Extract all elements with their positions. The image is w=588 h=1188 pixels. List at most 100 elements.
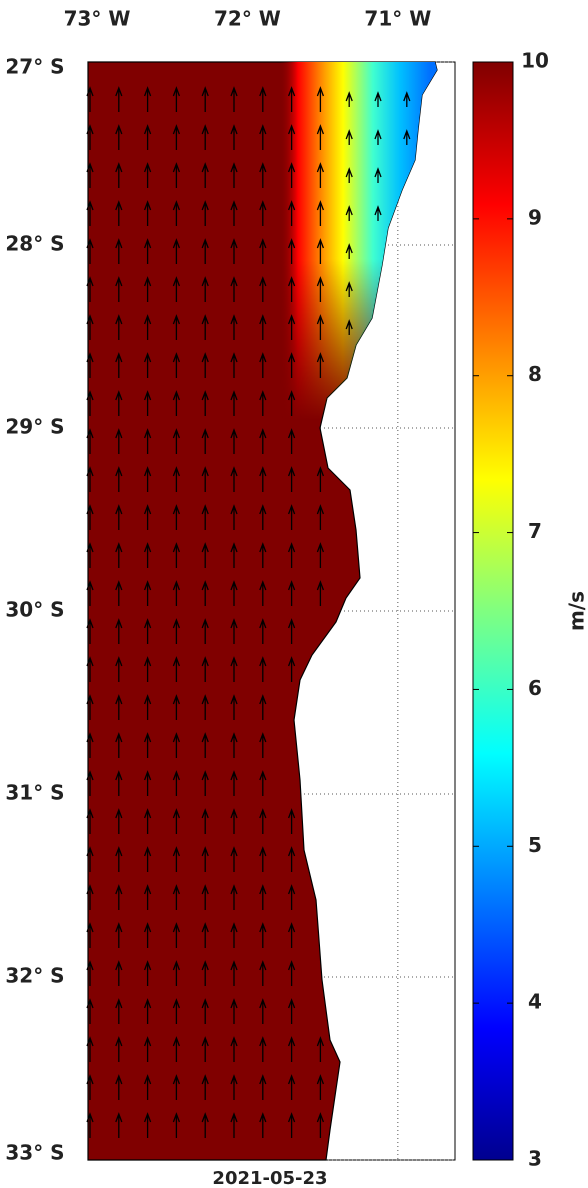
wind-arrow	[86, 656, 94, 682]
wind-arrow	[115, 542, 123, 568]
wind-arrow	[172, 846, 181, 872]
wind-arrow	[374, 129, 382, 145]
wind-arrow	[86, 466, 94, 492]
wind-arrow	[201, 238, 209, 264]
wind-arrow	[316, 352, 325, 378]
wind-arrow	[259, 86, 267, 112]
wind-arrow	[259, 618, 267, 644]
wind-arrow	[230, 200, 238, 226]
wind-arrow	[201, 466, 209, 492]
wind-arrow	[115, 200, 123, 226]
wind-arrow	[172, 808, 181, 834]
colorbar-tick-label: 8	[528, 362, 542, 386]
wind-arrow	[115, 1112, 123, 1138]
wind-arrow	[403, 91, 411, 107]
wind-arrow	[287, 86, 296, 112]
wind-arrow	[115, 656, 123, 682]
wind-arrow	[316, 580, 325, 606]
wind-arrow	[172, 732, 181, 758]
wind-arrow	[201, 542, 209, 568]
wind-arrow	[143, 1074, 152, 1100]
wind-arrow	[287, 808, 296, 834]
wind-arrow	[259, 998, 267, 1024]
wind-arrow	[143, 732, 152, 758]
wind-arrow	[287, 390, 296, 416]
wind-arrow	[230, 618, 238, 644]
wind-arrow	[86, 732, 94, 758]
wind-arrow	[316, 504, 325, 530]
wind-arrow	[374, 91, 382, 107]
wind-arrow	[230, 846, 238, 872]
wind-arrow	[201, 998, 209, 1024]
wind-arrow	[316, 86, 325, 112]
wind-arrow	[115, 922, 123, 948]
colorbar-tick-label: 4	[528, 990, 542, 1014]
wind-arrow	[230, 162, 238, 188]
wind-arrow	[172, 504, 181, 530]
wind-arrow	[86, 238, 94, 264]
wind-arrow	[172, 428, 181, 454]
wind-arrow	[172, 770, 181, 796]
wind-arrow	[287, 1074, 296, 1100]
wind-arrow	[201, 618, 209, 644]
wind-arrow	[259, 922, 267, 948]
y-tick-label: 32° S	[5, 964, 64, 988]
wind-arrow	[287, 276, 296, 302]
wind-arrow	[86, 314, 94, 340]
wind-arrow	[115, 998, 123, 1024]
colorbar	[472, 61, 514, 1161]
wind-arrow	[287, 200, 296, 226]
wind-arrow	[86, 808, 94, 834]
wind-arrow	[230, 276, 238, 302]
wind-arrow	[115, 1074, 123, 1100]
wind-arrow	[201, 428, 209, 454]
wind-arrow	[143, 1112, 152, 1138]
wind-arrow	[316, 276, 325, 302]
colorbar-tick-label: 5	[528, 833, 542, 857]
wind-arrow	[230, 998, 238, 1024]
wind-arrow	[345, 167, 353, 183]
wind-arrow	[259, 770, 267, 796]
wind-arrow	[172, 276, 181, 302]
y-tick-label: 33° S	[5, 1141, 64, 1165]
wind-arrow	[259, 656, 267, 682]
wind-arrow	[201, 390, 209, 416]
wind-arrow	[230, 580, 238, 606]
wind-arrow	[374, 205, 382, 221]
wind-arrow	[172, 238, 181, 264]
wind-arrow	[403, 129, 411, 145]
wind-arrow	[115, 846, 123, 872]
wind-arrow	[115, 276, 123, 302]
wind-arrow	[86, 580, 94, 606]
wind-arrow	[143, 162, 152, 188]
wind-arrow	[86, 770, 94, 796]
wind-arrow	[259, 466, 267, 492]
wind-arrow	[172, 1036, 181, 1062]
wind-arrow	[115, 314, 123, 340]
wind-arrow	[172, 314, 181, 340]
wind-arrow	[86, 694, 94, 720]
wind-arrow	[259, 1074, 267, 1100]
wind-arrow	[115, 580, 123, 606]
wind-arrow	[316, 1112, 325, 1138]
wind-arrow	[86, 124, 94, 150]
wind-arrow	[115, 808, 123, 834]
wind-arrow	[143, 124, 152, 150]
wind-arrow	[316, 466, 325, 492]
wind-arrow	[316, 238, 325, 264]
wind-arrow	[230, 314, 238, 340]
wind-arrow	[287, 542, 296, 568]
wind-arrow	[230, 922, 238, 948]
wind-arrow	[86, 276, 94, 302]
wind-arrow	[230, 542, 238, 568]
wind-arrow	[201, 808, 209, 834]
wind-arrow	[143, 390, 152, 416]
wind-arrow	[316, 200, 325, 226]
wind-arrow	[172, 466, 181, 492]
wind-arrow	[172, 162, 181, 188]
wind-arrow	[143, 846, 152, 872]
wind-arrow	[259, 732, 267, 758]
wind-arrow	[143, 86, 152, 112]
colorbar-tick-label: 6	[528, 676, 542, 700]
wind-arrow	[86, 1036, 94, 1062]
